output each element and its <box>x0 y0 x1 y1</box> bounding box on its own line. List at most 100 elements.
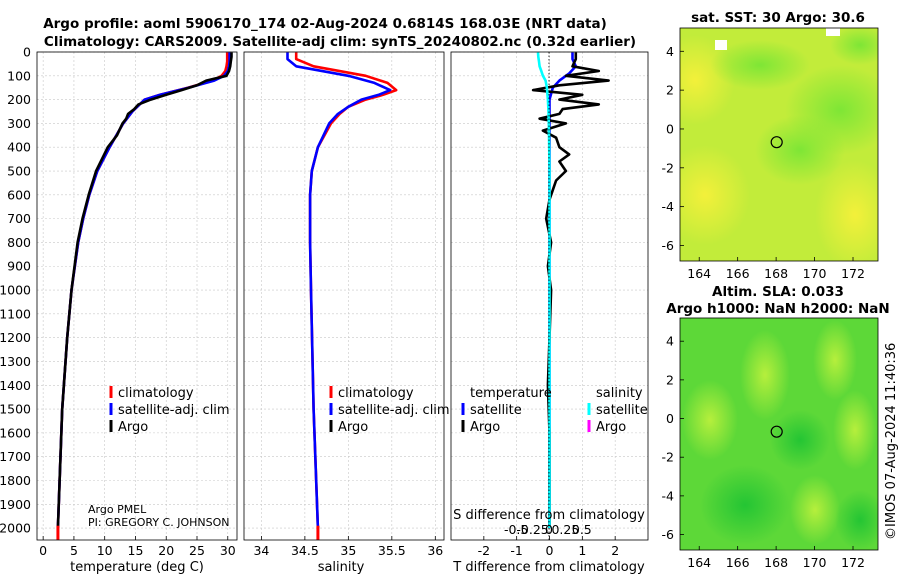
series-line-salinity-satellite <box>536 52 551 529</box>
figure-title-line1: Argo profile: aoml 5906170_174 02-Aug-20… <box>43 16 607 32</box>
x-tick-label: -2 <box>478 543 490 558</box>
map-y-tick-label: -2 <box>662 160 674 175</box>
legend-temperature-title: temperature <box>470 386 552 401</box>
x-tick-label: 34.5 <box>291 543 319 558</box>
map-x-tick-label: 170 <box>803 555 827 570</box>
legend-salinity-title: salinity <box>596 386 643 401</box>
x-tick-label: 35 <box>340 543 356 558</box>
depth-tick-label: 2000 <box>0 521 31 536</box>
s-diff-tick-label: -0.5 <box>504 522 528 537</box>
map-y-tick-label: -4 <box>662 199 675 214</box>
depth-tick-label: 1200 <box>0 330 31 345</box>
legend-t-argo: Argo <box>470 420 500 435</box>
map-y-tick-label: 2 <box>666 372 674 387</box>
sst-map: sat. SST: 30 Argo: 30.6 164 166 168 170 172 4… <box>662 10 879 281</box>
depth-tick-label: 1400 <box>0 378 31 393</box>
depth-tick-label: 1700 <box>0 449 31 464</box>
map-y-tick-label: 2 <box>666 83 674 98</box>
difference-legend: temperature satellite Argo salinity sate… <box>461 386 648 435</box>
depth-tick-label: 900 <box>7 259 31 274</box>
temperature-panel: 0100200300400500600700800900100011001200… <box>0 45 238 575</box>
map-x-tick-label: 172 <box>841 555 865 570</box>
imos-watermark: ©IMOS 07-Aug-2024 11:40:36 <box>884 343 899 540</box>
map-x-tick-label: 164 <box>687 266 711 281</box>
depth-tick-label: 100 <box>7 68 31 83</box>
x-tick-label: 10 <box>97 543 113 558</box>
s-diff-tick-label: 0.25 <box>551 522 579 537</box>
sla-map: Altim. SLA: 0.033 Argo h1000: NaN h2000:… <box>662 284 890 570</box>
t-diff-xlabel: T difference from climatology <box>452 560 645 575</box>
legend-satellite-adj-2: satellite-adj. clim <box>338 403 450 418</box>
x-tick-label: 5 <box>70 543 78 558</box>
depth-tick-label: 600 <box>7 187 31 202</box>
x-tick-label: 35.5 <box>378 543 406 558</box>
map-y-tick-label: 4 <box>666 334 674 349</box>
series-line-satellite-adj-clim <box>56 52 231 529</box>
x-tick-label: 25 <box>189 543 205 558</box>
legend-climatology: climatology <box>118 386 194 401</box>
x-tick-label: 30 <box>220 543 236 558</box>
series-line-argo <box>56 52 233 529</box>
depth-tick-label: 1100 <box>0 306 31 321</box>
x-tick-label: 34 <box>253 543 269 558</box>
s-diff-tick-label: 0.5 <box>572 522 592 537</box>
depth-tick-label: 1800 <box>0 473 31 488</box>
depth-tick-label: 500 <box>7 164 31 179</box>
depth-tick-label: 200 <box>7 92 31 107</box>
depth-tick-label: 300 <box>7 116 31 131</box>
depth-tick-label: 1000 <box>0 283 31 298</box>
legend-argo: Argo <box>118 420 148 435</box>
map-y-tick-label: 0 <box>666 411 674 426</box>
map-x-tick-label: 172 <box>841 266 865 281</box>
depth-tick-label: 800 <box>7 235 31 250</box>
x-tick-label: 20 <box>158 543 174 558</box>
x-tick-label: -1 <box>510 543 522 558</box>
sla-map-title-line2: Argo h1000: NaN h2000: NaN <box>666 301 889 317</box>
map-y-tick-label: -6 <box>662 238 675 253</box>
depth-tick-label: 0 <box>23 45 31 60</box>
legend-s-satellite: satellite <box>596 403 648 418</box>
map-x-tick-label: 168 <box>764 555 788 570</box>
sst-map-title: sat. SST: 30 Argo: 30.6 <box>691 10 865 26</box>
map-x-tick-label: 166 <box>726 266 750 281</box>
x-tick-label: 0 <box>39 543 47 558</box>
map-y-tick-label: -2 <box>662 450 674 465</box>
x-tick-label: 36 <box>427 543 443 558</box>
s-diff-xlabel: S difference from climatology <box>453 508 645 523</box>
map-x-tick-label: 164 <box>687 555 711 570</box>
x-tick-label: 15 <box>128 543 144 558</box>
temperature-xlabel: temperature (deg C) <box>70 560 204 575</box>
map-x-tick-label: 170 <box>803 266 827 281</box>
salinity-xlabel: salinity <box>318 560 365 575</box>
argo-position-marker <box>770 136 783 149</box>
depth-tick-label: 1600 <box>0 425 31 440</box>
salinity-legend: climatology satellite-adj. clim Argo <box>329 386 450 435</box>
depth-tick-label: 400 <box>7 140 31 155</box>
legend-argo-2: Argo <box>338 420 368 435</box>
depth-tick-label: 1300 <box>0 354 31 369</box>
map-y-tick-label: 0 <box>666 121 674 136</box>
difference-panel: -2 -1 0 1 2 T difference from climatology S … <box>450 51 649 575</box>
map-x-tick-label: 166 <box>726 555 750 570</box>
x-tick-label: 1 <box>578 543 586 558</box>
depth-tick-label: 1900 <box>0 497 31 512</box>
depth-tick-label: 1500 <box>0 402 31 417</box>
figure-title-line2: Climatology: CARS2009. Satellite-adj cli… <box>44 34 636 50</box>
salinity-panel: 34 34.5 35 35.5 36 salinity climatology sate… <box>243 51 450 575</box>
argo-position-marker <box>770 425 783 438</box>
map-x-tick-label: 168 <box>764 266 788 281</box>
s-diff-tick-label: 0 <box>545 522 553 537</box>
depth-tick-label: 700 <box>7 211 31 226</box>
legend-climatology-2: climatology <box>338 386 414 401</box>
series-line-satellite-adj-clim <box>286 52 392 529</box>
map-y-tick-label: 4 <box>666 44 674 59</box>
map-y-tick-label: -4 <box>662 488 675 503</box>
temperature-legend: climatology satellite-adj. clim Argo <box>109 386 230 435</box>
map-y-tick-label: -6 <box>662 527 675 542</box>
credit-line1: Argo PMEL <box>88 503 147 516</box>
s-diff-tick-label: -0.25 <box>516 522 548 537</box>
credit-line2: PI: GREGORY C. JOHNSON <box>88 516 229 529</box>
x-tick-label: 2 <box>611 543 619 558</box>
legend-satellite-adj: satellite-adj. clim <box>118 403 230 418</box>
